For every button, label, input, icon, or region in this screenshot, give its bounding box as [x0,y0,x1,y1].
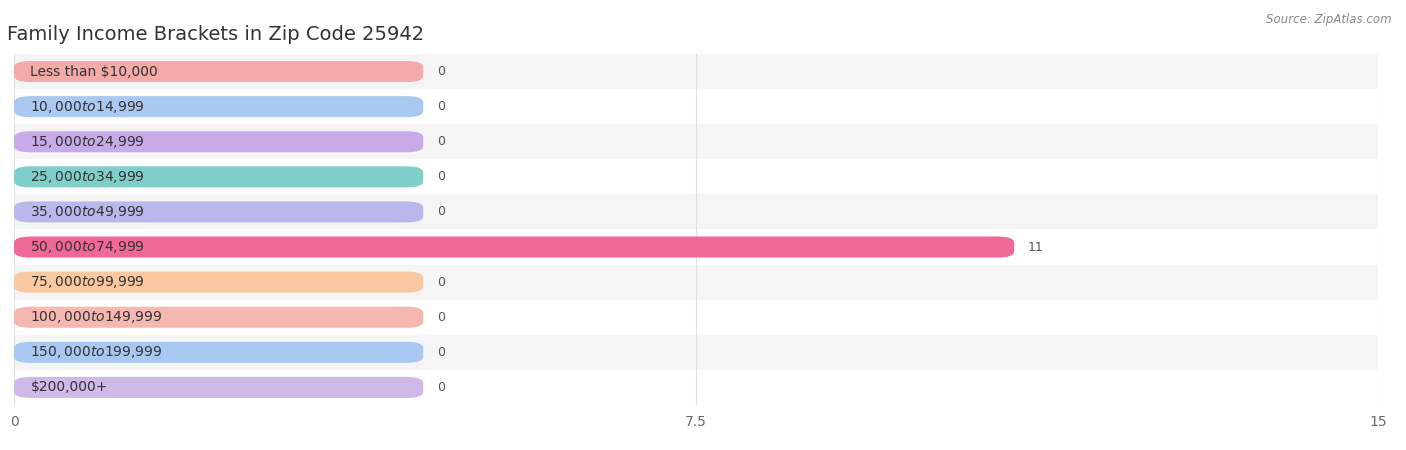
Bar [14,335,1378,370]
Text: 0: 0 [437,346,444,359]
FancyBboxPatch shape [14,272,423,292]
FancyBboxPatch shape [14,307,423,328]
Text: Family Income Brackets in Zip Code 25942: Family Income Brackets in Zip Code 25942 [7,25,425,44]
Text: $10,000 to $14,999: $10,000 to $14,999 [31,99,145,115]
Text: $150,000 to $199,999: $150,000 to $199,999 [31,344,163,360]
FancyBboxPatch shape [14,166,423,187]
Text: Source: ZipAtlas.com: Source: ZipAtlas.com [1267,14,1392,27]
Bar [14,89,1378,124]
Text: 0: 0 [437,311,444,324]
Text: $100,000 to $149,999: $100,000 to $149,999 [31,309,163,325]
Text: 0: 0 [437,381,444,394]
Bar [14,124,1378,159]
Text: $75,000 to $99,999: $75,000 to $99,999 [31,274,145,290]
Bar [14,194,1378,230]
FancyBboxPatch shape [14,342,423,363]
FancyBboxPatch shape [14,237,1014,257]
Text: Less than $10,000: Less than $10,000 [31,64,159,79]
Text: $15,000 to $24,999: $15,000 to $24,999 [31,134,145,150]
Text: 0: 0 [437,135,444,148]
FancyBboxPatch shape [14,61,423,82]
Text: 0: 0 [437,65,444,78]
Text: $25,000 to $34,999: $25,000 to $34,999 [31,169,145,185]
Bar [14,300,1378,335]
Text: 0: 0 [437,100,444,113]
Text: 11: 11 [1028,241,1043,253]
Text: $200,000+: $200,000+ [31,380,108,395]
Bar [14,265,1378,300]
Text: $35,000 to $49,999: $35,000 to $49,999 [31,204,145,220]
Text: 0: 0 [437,276,444,288]
Text: $50,000 to $74,999: $50,000 to $74,999 [31,239,145,255]
FancyBboxPatch shape [14,96,423,117]
FancyBboxPatch shape [14,131,423,152]
Bar [14,54,1378,89]
Bar [14,370,1378,405]
Text: 0: 0 [437,171,444,183]
FancyBboxPatch shape [14,202,423,222]
FancyBboxPatch shape [14,377,423,398]
Bar [14,159,1378,194]
Text: 0: 0 [437,206,444,218]
Bar [14,230,1378,265]
